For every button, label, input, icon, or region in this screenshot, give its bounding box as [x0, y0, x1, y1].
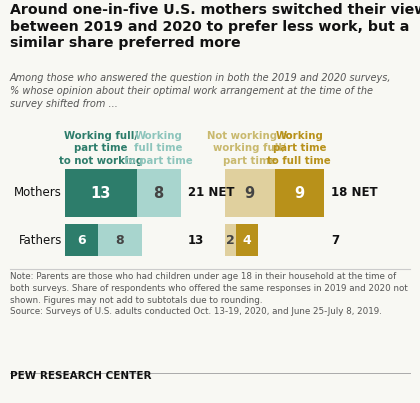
Bar — [98, 224, 142, 256]
Text: 9: 9 — [294, 185, 304, 201]
Bar — [275, 169, 324, 217]
Text: 13: 13 — [91, 185, 111, 201]
Bar — [236, 224, 258, 256]
Text: PEW RESEARCH CENTER: PEW RESEARCH CENTER — [10, 371, 152, 381]
Text: Mothers: Mothers — [14, 187, 62, 199]
Text: 6: 6 — [77, 233, 86, 247]
Text: Not working to
working full/
part time: Not working to working full/ part time — [207, 131, 292, 166]
Text: Among those who answered the question in both the 2019 and 2020 surveys,
% whose: Among those who answered the question in… — [10, 73, 391, 108]
Text: 4: 4 — [243, 233, 252, 247]
Bar — [225, 224, 236, 256]
Bar — [136, 169, 181, 217]
Text: Working
full time
to part time: Working full time to part time — [124, 131, 193, 166]
Bar — [65, 169, 136, 217]
Text: 8: 8 — [116, 233, 124, 247]
Text: Around one-in-five U.S. mothers switched their views
between 2019 and 2020 to pr: Around one-in-five U.S. mothers switched… — [10, 3, 420, 50]
Text: Working full/
part time
to not working: Working full/ part time to not working — [59, 131, 143, 166]
Text: 21 NET: 21 NET — [187, 187, 234, 199]
Text: 18 NET: 18 NET — [331, 187, 378, 199]
Text: 2: 2 — [226, 233, 235, 247]
Bar — [65, 224, 98, 256]
Text: 13: 13 — [187, 233, 204, 247]
Text: Fathers: Fathers — [18, 233, 62, 247]
Text: 9: 9 — [245, 185, 255, 201]
Text: 7: 7 — [331, 233, 339, 247]
Bar — [225, 169, 275, 217]
Text: Working
part time
to full time: Working part time to full time — [268, 131, 331, 166]
Text: 8: 8 — [153, 185, 164, 201]
Text: Note: Parents are those who had children under age 18 in their household at the : Note: Parents are those who had children… — [10, 272, 408, 316]
